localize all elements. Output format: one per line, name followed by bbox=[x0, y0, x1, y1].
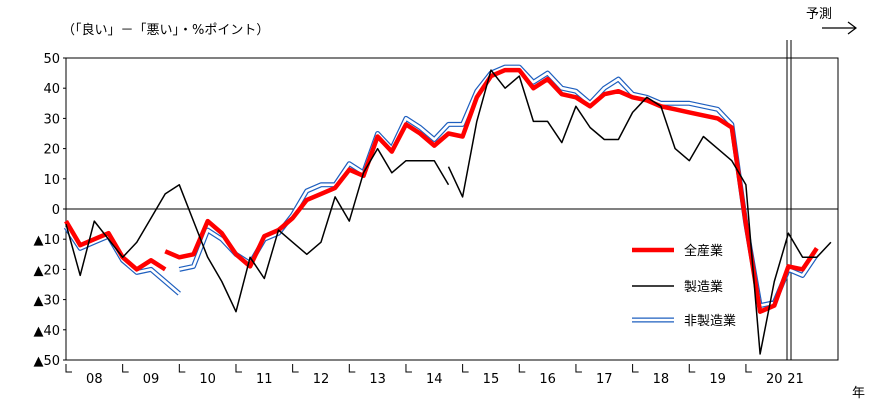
x-year-label: 21 bbox=[787, 372, 804, 387]
x-year-bracket bbox=[235, 364, 242, 373]
x-year-label: 17 bbox=[596, 372, 613, 387]
x-year-label: 20 bbox=[766, 372, 783, 387]
y-tick-label: 50 bbox=[43, 52, 60, 67]
x-year-label: 16 bbox=[539, 372, 556, 387]
y-tick-label: 40 bbox=[43, 82, 60, 97]
x-axis-year-labels: 08 09 10 11 12 13 14 15 16 17 18 19 20 21 bbox=[65, 364, 804, 387]
series-lines bbox=[63, 64, 832, 355]
forecast-label: 予測 bbox=[806, 7, 832, 22]
x-year-bracket bbox=[348, 364, 356, 373]
x-year-bracket bbox=[65, 364, 72, 373]
x-year-label: 10 bbox=[199, 372, 216, 387]
x-year-label: 14 bbox=[426, 372, 443, 387]
arrow-icon bbox=[822, 21, 857, 35]
series-line-non-manufacturing-inner bbox=[179, 65, 818, 307]
x-year-bracket bbox=[518, 364, 526, 373]
plot-frame bbox=[65, 40, 839, 361]
x-year-bracket bbox=[462, 364, 469, 373]
series-line-all-industries bbox=[164, 67, 819, 314]
legend-label: 製造業 bbox=[684, 279, 723, 295]
y-axis-ticks: 50 40 30 20 10 0 ▲10 ▲20 ▲30 ▲40 ▲50 bbox=[33, 52, 66, 369]
x-year-label: 09 bbox=[143, 372, 160, 387]
y-tick-label: 30 bbox=[43, 112, 60, 127]
y-tick-label: ▲30 bbox=[33, 294, 60, 309]
y-tick-label: ▲10 bbox=[33, 233, 60, 248]
forecast-arrow-icon bbox=[822, 21, 857, 35]
x-year-label: 19 bbox=[709, 372, 726, 387]
series-line-non-manufacturing-inner bbox=[64, 226, 181, 295]
x-year-label: 12 bbox=[313, 372, 330, 387]
y-tick-label: 10 bbox=[43, 173, 60, 188]
y-axis-unit-label: （「良い」－「悪い」・%ポイント） bbox=[62, 22, 269, 38]
x-year-bracket bbox=[122, 364, 129, 373]
x-axis-year-label: 年 bbox=[852, 386, 865, 401]
x-year-bracket bbox=[632, 364, 639, 373]
x-year-label: 13 bbox=[369, 372, 386, 387]
x-year-bracket bbox=[405, 364, 412, 373]
y-tick-label: ▲50 bbox=[33, 354, 60, 369]
x-year-bracket bbox=[292, 364, 299, 373]
series-line-non-manufacturing bbox=[178, 64, 819, 309]
series-line-manufacturing bbox=[65, 147, 450, 313]
x-year-bracket bbox=[178, 364, 186, 373]
x-year-label: 08 bbox=[86, 372, 103, 387]
x-year-bracket bbox=[688, 364, 696, 373]
series-line-manufacturing bbox=[447, 69, 832, 355]
x-year-label: 18 bbox=[653, 372, 670, 387]
legend-label: 全産業 bbox=[684, 243, 723, 259]
series-line-all-industries bbox=[64, 219, 167, 272]
x-year-label: 15 bbox=[483, 372, 500, 387]
y-tick-label: 0 bbox=[52, 203, 60, 218]
x-year-bracket bbox=[745, 364, 752, 373]
legend-label: 非製造業 bbox=[684, 313, 736, 329]
x-year-bracket bbox=[575, 364, 582, 373]
x-year-label: 11 bbox=[256, 372, 273, 387]
y-tick-label: 20 bbox=[43, 143, 60, 158]
y-tick-label: ▲20 bbox=[33, 263, 60, 278]
y-tick-label: ▲40 bbox=[33, 324, 60, 339]
